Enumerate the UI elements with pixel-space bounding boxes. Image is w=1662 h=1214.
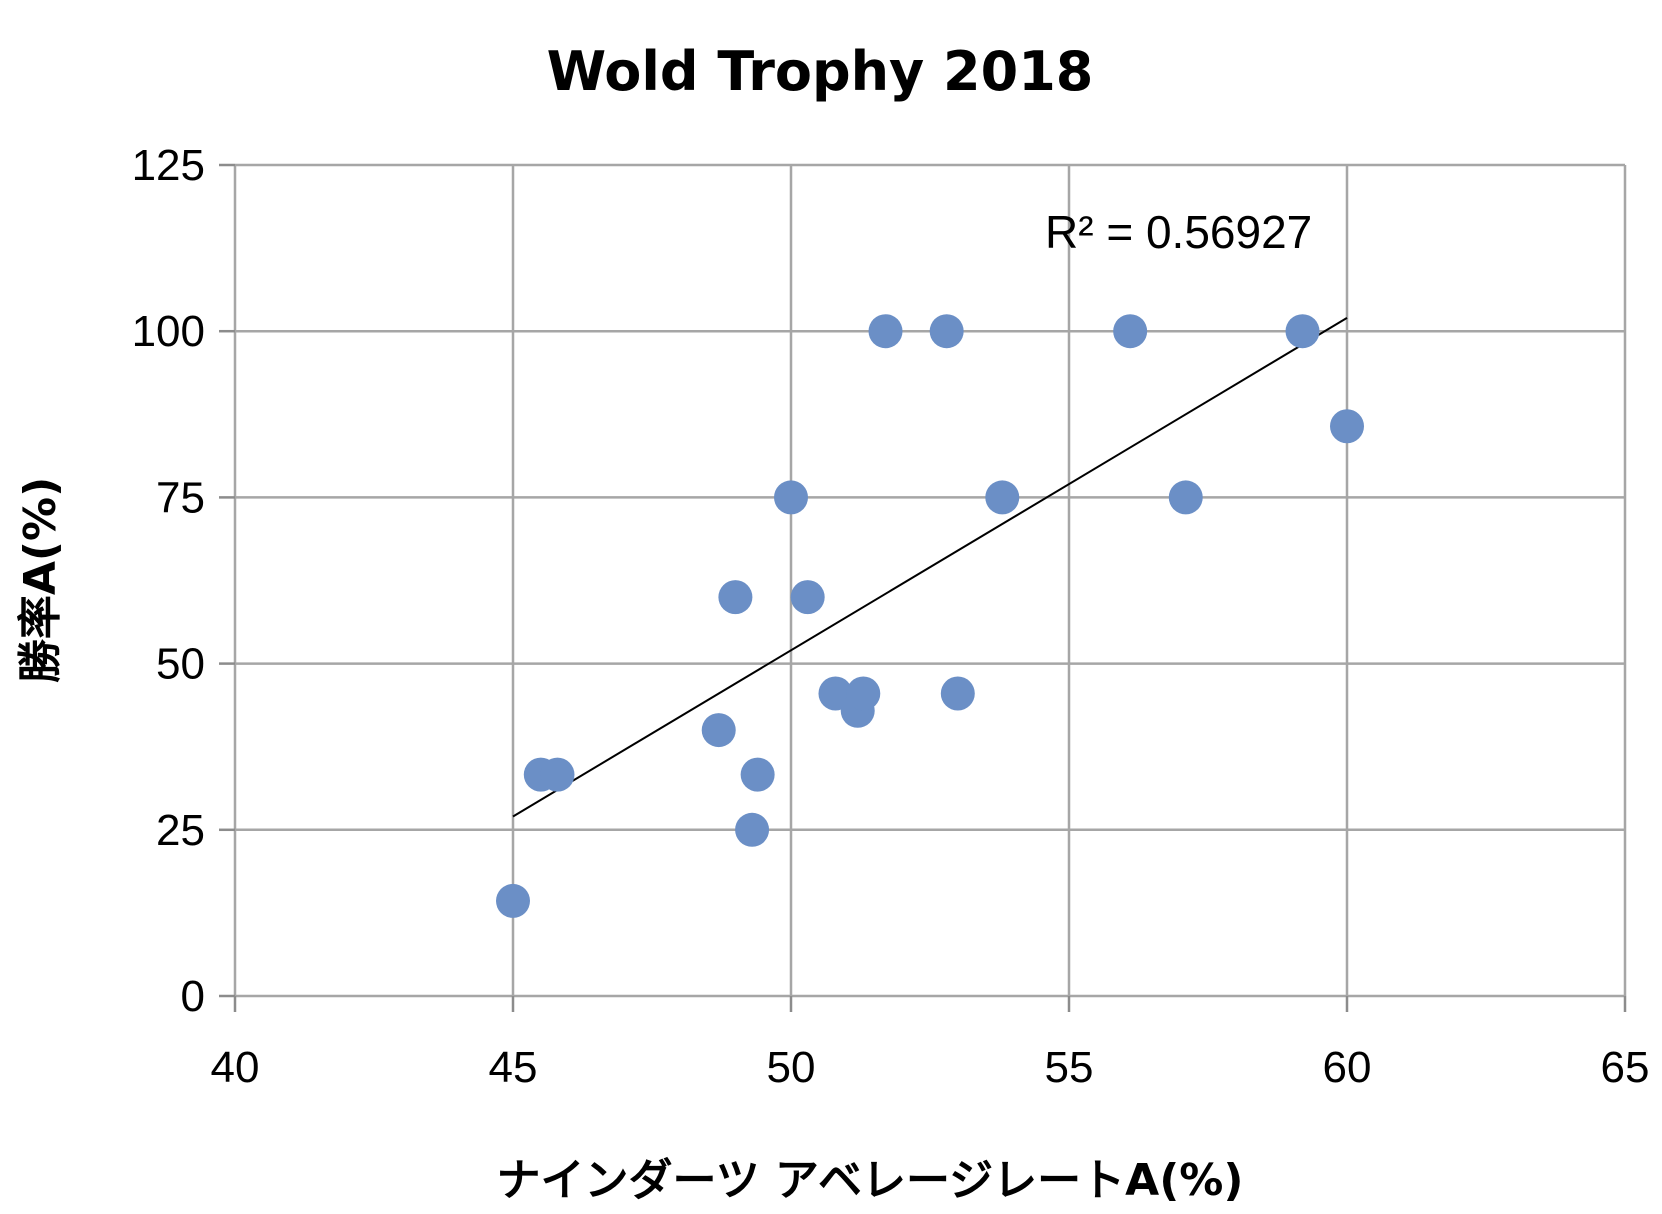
y-tick-label-3: 75 bbox=[156, 473, 205, 522]
tick-layer: 0 25 50 75 100 125 40 45 50 55 60 65 bbox=[132, 141, 1650, 1092]
data-point-17 bbox=[1168, 480, 1203, 515]
y-tick-label-2: 50 bbox=[156, 640, 205, 689]
x-tick-label-1: 45 bbox=[489, 1043, 538, 1092]
x-tick-label-4: 60 bbox=[1323, 1043, 1372, 1092]
x-tick-label-5: 65 bbox=[1601, 1043, 1650, 1092]
y-tick-label-4: 100 bbox=[132, 307, 205, 356]
data-point-18 bbox=[1285, 314, 1320, 349]
r-squared-label: R² = 0.56927 bbox=[1045, 206, 1312, 258]
data-point-5 bbox=[735, 812, 770, 847]
data-point-14 bbox=[940, 676, 975, 711]
data-point-19 bbox=[1330, 409, 1364, 444]
data-point-6 bbox=[740, 757, 775, 792]
y-tick-label-5: 125 bbox=[132, 141, 205, 190]
data-point-0 bbox=[496, 883, 530, 918]
data-point-13 bbox=[929, 314, 964, 349]
point-layer bbox=[496, 314, 1364, 918]
y-axis-title: 勝率A(%) bbox=[15, 477, 66, 683]
data-point-4 bbox=[718, 580, 753, 615]
data-point-15 bbox=[985, 480, 1020, 515]
y-tick-label-1: 25 bbox=[156, 806, 205, 855]
y-tick-label-0: 0 bbox=[181, 972, 205, 1021]
trendline bbox=[512, 317, 1348, 818]
data-point-12 bbox=[868, 314, 903, 349]
x-tick-label-3: 55 bbox=[1045, 1043, 1094, 1092]
data-point-7 bbox=[774, 480, 808, 515]
grid-layer bbox=[233, 163, 1627, 998]
x-tick-label-2: 50 bbox=[767, 1043, 816, 1092]
data-point-3 bbox=[701, 713, 736, 748]
x-axis-title: ナインダーツ アベレージレートA(%) bbox=[496, 1155, 1243, 1206]
data-point-16 bbox=[1113, 314, 1148, 349]
chart-title: Wold Trophy 2018 bbox=[547, 40, 1094, 103]
x-tick-label-0: 40 bbox=[211, 1043, 260, 1092]
data-point-2 bbox=[540, 757, 575, 792]
data-point-11 bbox=[846, 676, 881, 711]
data-point-8 bbox=[790, 580, 825, 615]
